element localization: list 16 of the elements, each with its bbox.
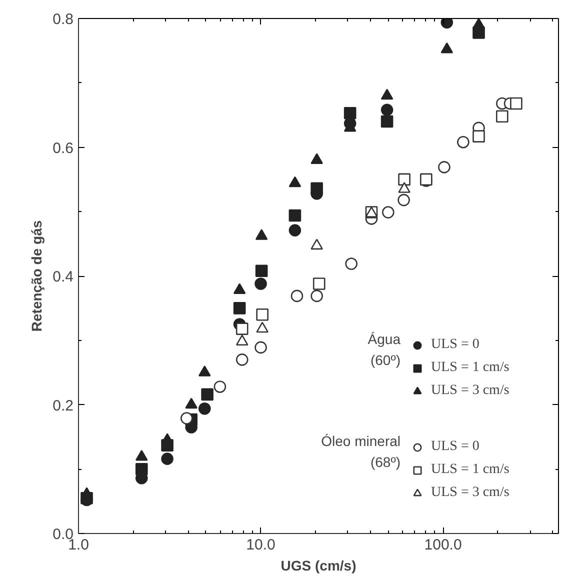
y-tick-label: 0.2 — [52, 397, 74, 414]
legend-label: ULS = 0 — [431, 337, 480, 353]
x-tick-label: 100.0 — [424, 536, 462, 554]
annotation: Água (60º) — [368, 331, 401, 368]
annotation: Óleo mineral (68º) — [321, 433, 401, 470]
y-tick-label: 0.8 — [52, 11, 74, 28]
y-axis-title: Retenção de gás — [28, 220, 45, 332]
y-tick-label: 0.6 — [52, 140, 74, 157]
x-axis-title: UGS (cm/s) — [280, 558, 356, 574]
legend-label: ULS = 0 — [431, 439, 480, 455]
legend-label: ULS = 3 cm/s — [431, 485, 510, 501]
legend-label: ULS = 1 cm/s — [431, 360, 510, 376]
legend-label: ULS = 3 cm/s — [431, 383, 510, 399]
x-tick-label: 10.0 — [246, 536, 276, 554]
y-tick-label: 0.4 — [52, 268, 74, 286]
legend-label: ULS = 1 cm/s — [431, 462, 510, 478]
